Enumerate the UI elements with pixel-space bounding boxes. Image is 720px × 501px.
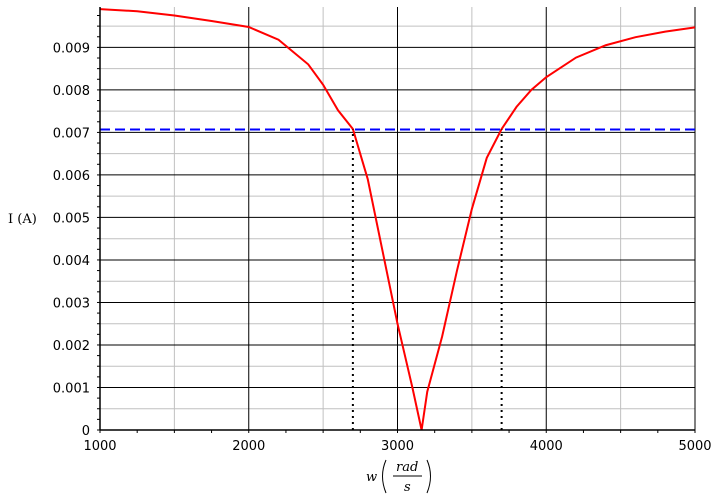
- y-tick-label: 0.001: [53, 381, 90, 396]
- axes: [97, 7, 696, 433]
- x-axis-label-var: w: [366, 470, 377, 485]
- x-tick-label: 2000: [232, 439, 265, 454]
- x-tick-label: 1000: [83, 439, 116, 454]
- x-axis-label-denominator: s: [404, 480, 411, 495]
- y-axis-label: I (A): [8, 212, 37, 227]
- y-tick-label: 0.003: [53, 296, 90, 311]
- x-tick-label: 4000: [530, 439, 563, 454]
- y-tick-label: 0.004: [53, 254, 90, 269]
- x-tick-label: 3000: [381, 439, 414, 454]
- y-tick-label: 0.008: [53, 84, 90, 99]
- grid: [100, 7, 696, 430]
- x-tick-label: 5000: [678, 439, 711, 454]
- x-axis-label: w rad s: [366, 459, 431, 495]
- y-tick-label: 0.005: [53, 211, 90, 226]
- x-axis-label-right-paren: [426, 459, 431, 494]
- y-tick-label: 0.002: [53, 339, 90, 354]
- y-tick-label: 0.009: [53, 41, 90, 56]
- x-axis-label-numerator: rad: [396, 460, 418, 475]
- y-tick-label: 0.006: [53, 169, 90, 184]
- x-axis-label-left-paren: [382, 459, 387, 494]
- y-tick-label: 0: [82, 424, 90, 439]
- tick-labels: 1000 2000 3000 4000 5000 0 0.001 0.002 0.003 0.00…: [53, 41, 712, 454]
- y-tick-label: 0.007: [53, 126, 90, 141]
